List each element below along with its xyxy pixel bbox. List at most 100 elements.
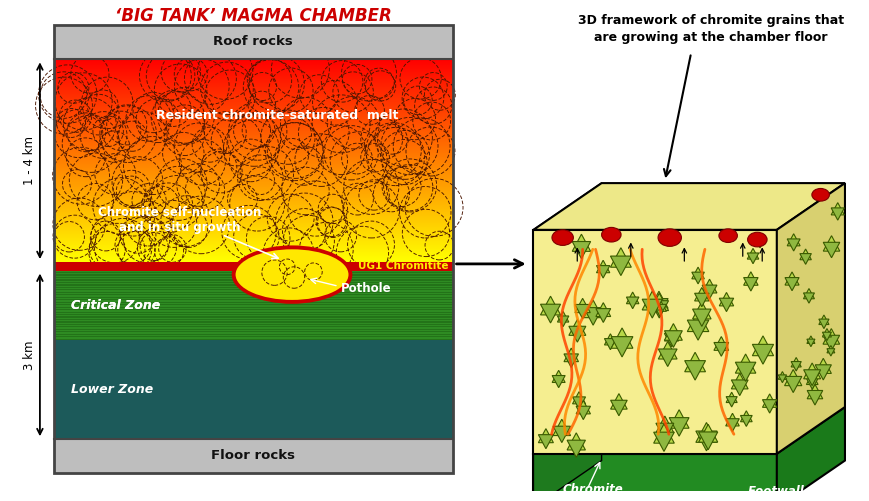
Bar [54, 118, 452, 119]
Polygon shape [806, 339, 814, 347]
Bar [54, 199, 452, 200]
Bar [54, 161, 452, 163]
Text: Chromite: Chromite [562, 483, 623, 496]
Bar [54, 120, 452, 121]
Bar [54, 142, 452, 143]
Bar [54, 202, 452, 203]
Bar [54, 287, 452, 288]
Bar [54, 200, 452, 201]
Polygon shape [830, 202, 843, 215]
Bar [54, 104, 452, 105]
Polygon shape [649, 299, 667, 316]
Polygon shape [653, 299, 666, 311]
Bar [54, 329, 452, 330]
Bar [54, 277, 452, 278]
Bar [54, 249, 452, 251]
Bar [54, 155, 452, 157]
Bar [54, 84, 452, 86]
Polygon shape [595, 309, 610, 323]
Bar [54, 234, 452, 235]
Bar [54, 272, 452, 273]
Polygon shape [778, 372, 786, 379]
Polygon shape [731, 380, 747, 396]
Bar [54, 168, 452, 170]
Bar [54, 92, 452, 94]
Bar [54, 196, 452, 197]
Bar [54, 65, 452, 67]
Bar [54, 163, 452, 165]
Polygon shape [538, 429, 553, 443]
Bar [54, 238, 452, 239]
Polygon shape [668, 418, 688, 436]
Bar [54, 237, 452, 238]
Bar [54, 73, 452, 75]
Polygon shape [761, 394, 776, 407]
Bar [54, 72, 452, 74]
Polygon shape [572, 397, 585, 409]
Polygon shape [568, 326, 585, 342]
Polygon shape [572, 241, 590, 259]
Bar [54, 302, 452, 303]
Polygon shape [821, 329, 831, 337]
Text: ‘BIG TANK’ MAGMA CHAMBER: ‘BIG TANK’ MAGMA CHAMBER [115, 7, 391, 25]
Polygon shape [814, 365, 831, 380]
Polygon shape [687, 320, 708, 340]
Polygon shape [701, 285, 716, 299]
Bar [54, 157, 452, 159]
Polygon shape [826, 346, 834, 353]
Bar [54, 67, 452, 69]
Bar [54, 126, 452, 127]
Polygon shape [803, 370, 819, 386]
Bar [54, 192, 452, 194]
Bar [54, 243, 452, 245]
Polygon shape [538, 435, 553, 449]
Polygon shape [786, 239, 799, 251]
Polygon shape [698, 432, 717, 450]
Bar [54, 108, 452, 109]
Bar [54, 309, 452, 310]
Bar [54, 150, 452, 152]
Polygon shape [655, 416, 673, 433]
Polygon shape [567, 433, 585, 450]
Bar [54, 26, 452, 473]
Bar [54, 285, 452, 286]
Polygon shape [826, 349, 834, 356]
Bar [54, 139, 452, 140]
Bar [54, 78, 452, 80]
Ellipse shape [718, 229, 737, 242]
Ellipse shape [235, 249, 348, 300]
Polygon shape [649, 301, 667, 318]
Bar [54, 203, 452, 204]
Polygon shape [664, 328, 678, 341]
Polygon shape [552, 376, 565, 388]
Bar [54, 74, 452, 76]
Polygon shape [604, 339, 615, 350]
Polygon shape [822, 235, 839, 251]
Polygon shape [684, 352, 705, 372]
Text: Pothole: Pothole [341, 282, 391, 295]
Bar [54, 68, 452, 70]
Bar [54, 336, 452, 337]
Polygon shape [610, 256, 631, 276]
Bar [54, 232, 452, 233]
Bar [54, 144, 452, 145]
Polygon shape [691, 267, 704, 279]
Polygon shape [734, 362, 755, 381]
Bar [54, 135, 452, 136]
Bar [54, 331, 452, 333]
Bar [54, 299, 452, 300]
Polygon shape [611, 328, 633, 348]
Bar [54, 113, 452, 114]
Bar [54, 66, 452, 68]
Polygon shape [658, 349, 676, 367]
Bar [54, 86, 452, 88]
Bar [54, 182, 452, 184]
Bar [54, 319, 452, 320]
Bar [54, 213, 452, 214]
Bar [54, 60, 452, 62]
Bar [54, 176, 452, 178]
Bar [54, 297, 452, 298]
Polygon shape [784, 370, 801, 386]
Polygon shape [533, 407, 844, 454]
Polygon shape [568, 320, 585, 335]
